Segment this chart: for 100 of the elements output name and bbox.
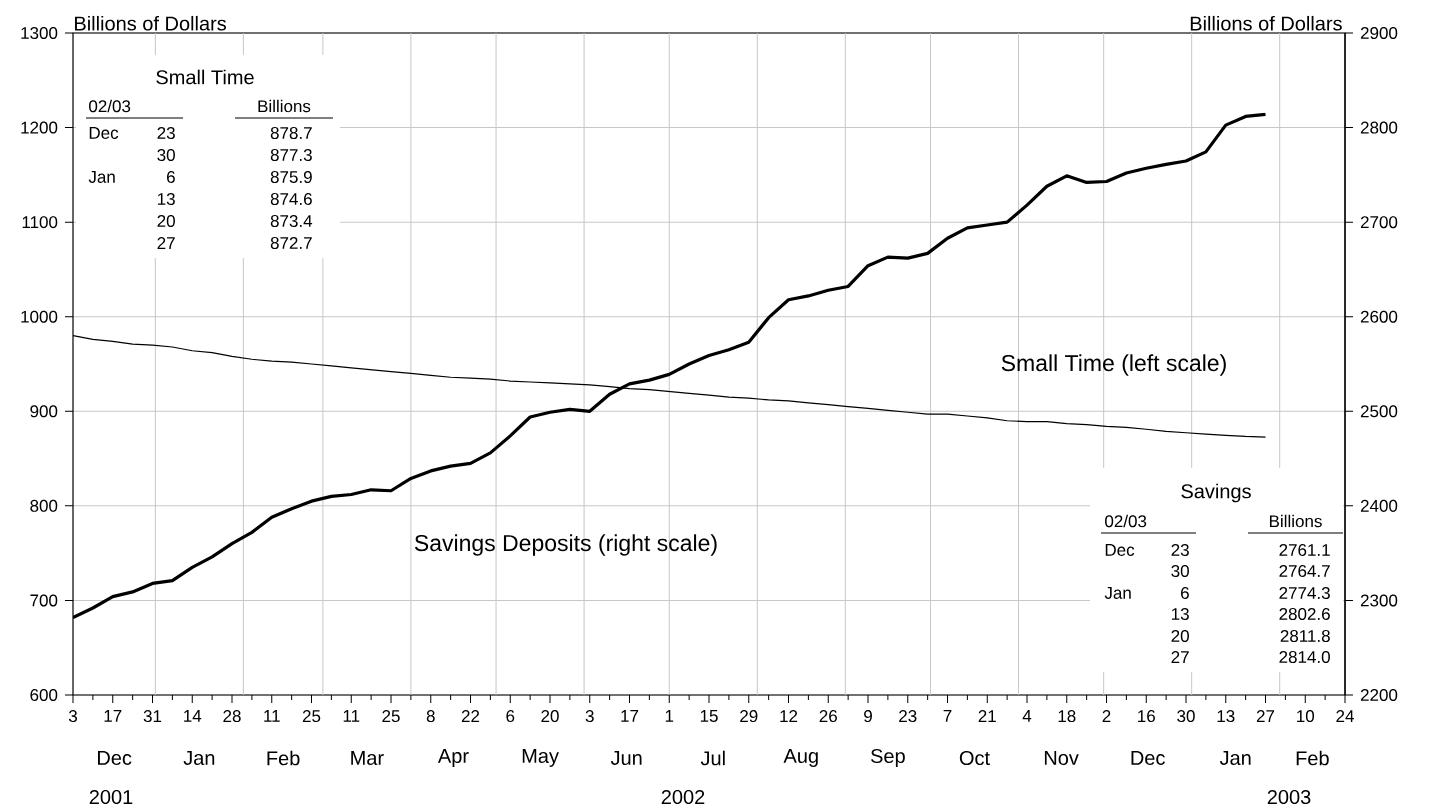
y2-tick-label: 2500 — [1360, 405, 1398, 418]
annotation: Billions — [258, 99, 311, 113]
x-tick-label: 6 — [506, 710, 515, 723]
text: Feb — [1296, 750, 1329, 766]
text: Aug — [783, 749, 818, 767]
x-tick-label: 11 — [343, 710, 360, 722]
x-tick-label: 11 — [264, 710, 280, 722]
annotation: 875.9 — [270, 171, 312, 184]
text: Dec — [98, 751, 132, 765]
annotation: 874.6 — [270, 193, 312, 206]
y-tick-label: 1000 — [21, 310, 58, 323]
y-tick-label: 700 — [30, 594, 58, 607]
annotation: 2802.6 — [1279, 608, 1330, 621]
text: Savings Deposits (right scale) — [414, 534, 717, 556]
annotation: 2764.7 — [1279, 565, 1330, 578]
x-tick-label: 9 — [864, 710, 872, 723]
x-tick-label: 3 — [68, 710, 77, 723]
annotation: Small Time — [156, 69, 254, 85]
annotation: Billions — [1269, 514, 1322, 528]
x-tick-label: 30 — [1177, 710, 1195, 723]
x-tick-label: 4 — [1022, 710, 1032, 722]
y2-tick-label: 2400 — [1360, 499, 1398, 512]
y-tick-label: 1200 — [21, 121, 58, 134]
text: Mar — [351, 751, 384, 765]
x-tick-label: 15 — [700, 710, 718, 722]
annotation: 2814.0 — [1279, 651, 1330, 664]
series-label: Small Time (left scale) — [1001, 354, 1226, 376]
annotation: Jan — [88, 171, 115, 183]
annotation: Jan — [1104, 587, 1131, 599]
x-tick-label: 18 — [1058, 710, 1076, 723]
annotation: 23 — [1171, 544, 1189, 557]
x-tick-label: 26 — [819, 710, 837, 723]
x-tick-label: 17 — [621, 710, 639, 722]
annotation: 20 — [157, 215, 175, 228]
y-tick-label: 800 — [30, 499, 58, 512]
y-tick-label: 1100 — [22, 216, 58, 229]
y2-tick-label: 2700 — [1360, 216, 1398, 229]
annotation: 23 — [157, 127, 175, 140]
x-tick-label: 7 — [943, 710, 952, 722]
annotation: 877.3 — [270, 149, 312, 162]
x-tick-label: 31 — [143, 710, 162, 723]
annotation: 872.7 — [270, 237, 312, 250]
x-tick-label: 17 — [104, 710, 122, 722]
annotation: Savings — [1181, 483, 1251, 503]
text: Feb — [267, 750, 300, 766]
y2-tick-label: 2300 — [1360, 594, 1398, 607]
text: Sep — [871, 748, 905, 768]
annotation: 873.4 — [270, 215, 313, 228]
annotation: 2774.3 — [1279, 587, 1330, 600]
x-tick-label: 27 — [1256, 710, 1275, 722]
annotation: 13 — [1171, 608, 1189, 621]
y2-tick-label: 2800 — [1360, 121, 1398, 134]
text: Apr — [437, 749, 469, 767]
text: Dec — [1131, 751, 1165, 765]
annotation: 27 — [1171, 651, 1189, 663]
y2-tick-label: 2600 — [1360, 310, 1398, 323]
annotation: 30 — [1171, 565, 1189, 578]
annotation: Dec — [1105, 544, 1135, 556]
annotation: 20 — [1171, 630, 1189, 643]
annotation: 02/03 — [89, 99, 131, 113]
x-tick-label: 3 — [585, 710, 594, 723]
annotation: 878.7 — [270, 127, 312, 140]
x-tick-label: 13 — [1217, 710, 1235, 723]
text: May — [522, 749, 559, 767]
annotation: 13 — [157, 193, 175, 206]
x-tick-label: 14 — [184, 710, 202, 722]
x-tick-label: 2 — [1102, 710, 1111, 722]
y2-tick-label: 2200 — [1360, 689, 1398, 702]
x-tick-label: 25 — [302, 710, 321, 723]
x-tick-label: 10 — [1297, 710, 1315, 723]
x-tick-label: 22 — [461, 710, 480, 722]
annotation: 2761.1 — [1279, 544, 1330, 557]
x-tick-label: 28 — [223, 710, 241, 723]
x-tick-label: 16 — [1138, 710, 1155, 723]
x-tick-label: 21 — [978, 710, 996, 722]
x-tick-label: 24 — [1336, 710, 1354, 722]
y2-axis-title: Billions of Dollars — [1190, 15, 1342, 31]
x-tick-label: 23 — [899, 710, 917, 723]
annotation: 02/03 — [1105, 514, 1147, 528]
x-tick-label: 1 — [665, 710, 674, 722]
annotation: 30 — [157, 149, 175, 162]
x-tick-label: 12 — [780, 710, 798, 722]
y-tick-label: 1300 — [21, 27, 58, 40]
text: Jun — [610, 751, 642, 765]
y-tick-label: 600 — [30, 689, 58, 702]
y-tick-label: 900 — [30, 405, 58, 418]
y-axis-title: Billions of Dollars — [75, 15, 227, 31]
text: 2001 — [89, 789, 133, 805]
text: Jul — [700, 750, 725, 766]
x-tick-label: 20 — [541, 710, 559, 723]
annotation: 27 — [157, 237, 175, 249]
annotation: 6 — [167, 171, 175, 184]
text: Jan — [1219, 751, 1251, 765]
text: 2002 — [661, 789, 705, 805]
y2-tick-label: 2900 — [1360, 27, 1398, 40]
text: Oct — [959, 750, 990, 766]
x-tick-label: 8 — [426, 710, 435, 723]
annotation: 6 — [1181, 587, 1189, 600]
text: 2003 — [1267, 789, 1311, 805]
x-tick-label: 25 — [382, 710, 400, 723]
